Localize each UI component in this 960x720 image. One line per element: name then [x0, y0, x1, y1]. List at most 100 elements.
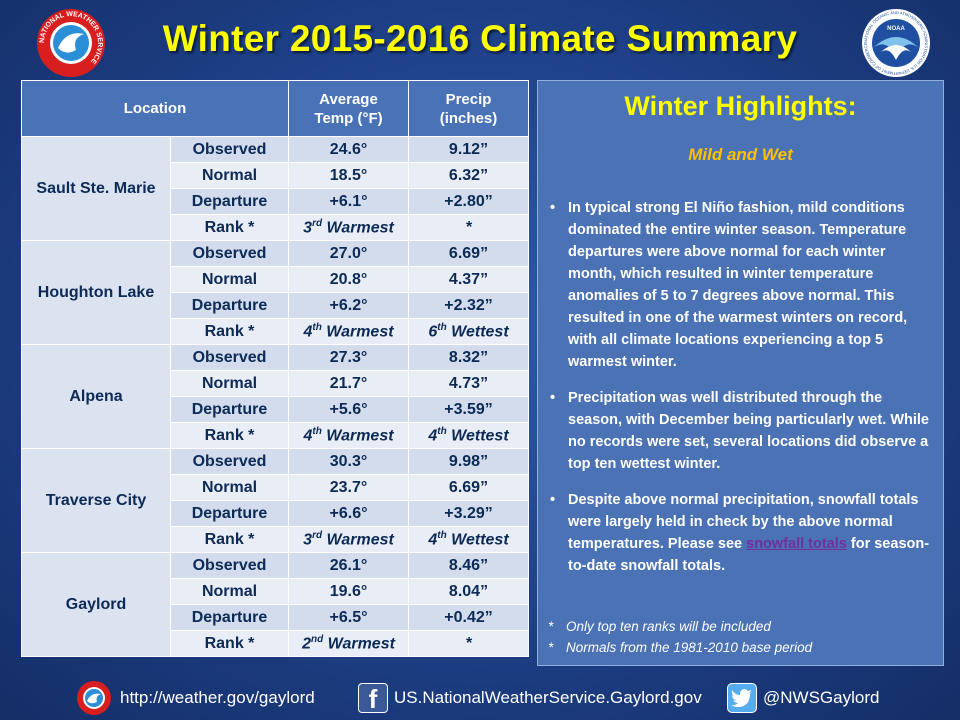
rank-suffix: th [437, 529, 447, 541]
station-name: Houghton Lake [21, 240, 171, 345]
nws-logo: NATIONAL WEATHER SERVICE [37, 9, 105, 77]
station-name: Traverse City [21, 448, 171, 553]
row-label: Observed [170, 136, 289, 163]
website-link[interactable]: http://weather.gov/gaylord [120, 688, 315, 707]
rank-suffix: th [312, 321, 322, 333]
rank-number: 4 [303, 427, 313, 445]
table-row: Rank * 4th Warmest 4th Wettest [22, 422, 529, 449]
row-label: Observed [170, 240, 289, 267]
table-row: Sault Ste. Marie Observed 24.6° 9.12” [21, 136, 529, 241]
rank-text: Warmest [322, 219, 394, 237]
highlight-bullet-precip: Precipitation was well distributed throu… [548, 387, 936, 475]
temp-value: 2nd Warmest [288, 630, 409, 657]
precip-value: * [408, 214, 529, 241]
row-label: Departure [170, 500, 289, 527]
table-row: Departure +6.6° +3.29” [22, 500, 529, 527]
footnote-ranks-text: Only top ten ranks will be included [566, 619, 771, 634]
precip-value: 4th Wettest [408, 422, 529, 449]
rank-text: Wettest [446, 427, 509, 445]
rank-text: Wettest [446, 323, 509, 341]
table-row: Departure +6.2° +2.32” [22, 292, 529, 319]
noaa-logo: NOAA NATIONAL OCEANIC AND ATMOSPHERIC AD… [862, 9, 930, 77]
climate-table: Location Average Temp (°F) Precip (inches)… [21, 80, 529, 657]
row-label: Rank * [170, 214, 289, 241]
row-label: Departure [170, 396, 289, 423]
row-label: Observed [170, 344, 289, 371]
precip-value: +0.42” [408, 604, 529, 631]
twitter-handle[interactable]: @NWSGaylord [763, 688, 880, 707]
rank-number: 2 [302, 635, 311, 653]
rank-suffix: rd [312, 529, 323, 541]
temp-value: +5.6° [288, 396, 409, 423]
rank-number: 4 [428, 531, 438, 549]
header-precip-line2: (inches) [439, 109, 498, 127]
table-header-row: Location Average Temp (°F) Precip (inches) [21, 80, 529, 137]
rank-suffix: th [437, 321, 447, 333]
row-label: Normal [170, 266, 289, 293]
snowfall-totals-link[interactable]: snowfall totals [746, 536, 847, 552]
temp-value: +6.5° [288, 604, 409, 631]
row-label: Departure [170, 292, 289, 319]
precip-value: * [408, 630, 529, 657]
rank-suffix: th [437, 425, 447, 437]
precip-value: 9.98” [408, 448, 529, 475]
precip-value: 4.73” [408, 370, 529, 397]
rank-text: Wettest [446, 531, 509, 549]
nws-small-logo-icon [77, 681, 111, 715]
table-row: Houghton Lake Observed 27.0° 6.69” [21, 240, 529, 345]
precip-value: +3.29” [408, 500, 529, 527]
noaa-logo-text: NOAA [887, 26, 905, 32]
table-row: Rank * 4th Warmest 6th Wettest [22, 318, 529, 345]
temp-value: 3rd Warmest [288, 526, 409, 553]
temp-value: 26.1° [288, 552, 409, 579]
station-name: Sault Ste. Marie [21, 136, 171, 241]
precip-value: 4.37” [408, 266, 529, 293]
facebook-icon: f [358, 683, 388, 713]
row-label: Observed [170, 448, 289, 475]
temp-value: 4th Warmest [288, 422, 409, 449]
station-name: Alpena [21, 344, 171, 449]
temp-value: 30.3° [288, 448, 409, 475]
precip-value: 9.12” [408, 136, 529, 163]
row-label: Rank * [170, 318, 289, 345]
rank-text: Warmest [321, 323, 394, 341]
facebook-link[interactable]: US.NationalWeatherService.Gaylord.gov [394, 688, 702, 707]
temp-value: 3rd Warmest [288, 214, 409, 241]
header-temp-line1: Average [319, 90, 378, 108]
rank-text: Warmest [322, 531, 394, 549]
header-precip-line1: Precip [445, 90, 492, 108]
row-label: Normal [170, 162, 289, 189]
table-row: Normal 19.6° 8.04” [22, 578, 529, 605]
row-label: Departure [170, 604, 289, 631]
temp-value: +6.6° [288, 500, 409, 527]
header-temp: Average Temp (°F) [288, 80, 409, 137]
table-row: Traverse City Observed 30.3° 9.98” [21, 448, 529, 553]
table-row: Rank * 3rd Warmest 4th Wettest [22, 526, 529, 553]
precip-value: 6.32” [408, 162, 529, 189]
rank-text: Warmest [323, 635, 395, 653]
row-label: Normal [170, 578, 289, 605]
row-label: Rank * [170, 630, 289, 657]
rank-number: 3 [303, 219, 313, 237]
table-row: Gaylord Observed 26.1° 8.46” [21, 552, 529, 657]
header-temp-line2: Temp (°F) [314, 109, 383, 127]
table-row: Rank * 3rd Warmest * [22, 214, 529, 241]
page-title: Winter 2015-2016 Climate Summary [162, 18, 798, 59]
highlights-panel: Winter Highlights: Mild and Wet In typic… [537, 80, 944, 666]
twitter-icon [727, 683, 757, 713]
temp-value: 23.7° [288, 474, 409, 501]
footer-website: http://weather.gov/gaylord [72, 680, 315, 716]
rank-number: 4 [303, 323, 313, 341]
precip-value: 6th Wettest [408, 318, 529, 345]
footnote-marker: * [548, 640, 554, 655]
snowfall-text-before: Despite above normal precipitation, snow… [568, 492, 919, 552]
row-label: Normal [170, 474, 289, 501]
precip-value: 4th Wettest [408, 526, 529, 553]
station-name: Gaylord [21, 552, 171, 657]
highlights-subtitle: Mild and Wet [688, 145, 793, 164]
footnote-ranks: * Only top ten ranks will be included [548, 616, 938, 637]
temp-value: 18.5° [288, 162, 409, 189]
highlight-bullet-elnino: In typical strong El Niño fashion, mild … [548, 197, 936, 373]
temp-value: +6.2° [288, 292, 409, 319]
rank-number: 6 [428, 323, 438, 341]
